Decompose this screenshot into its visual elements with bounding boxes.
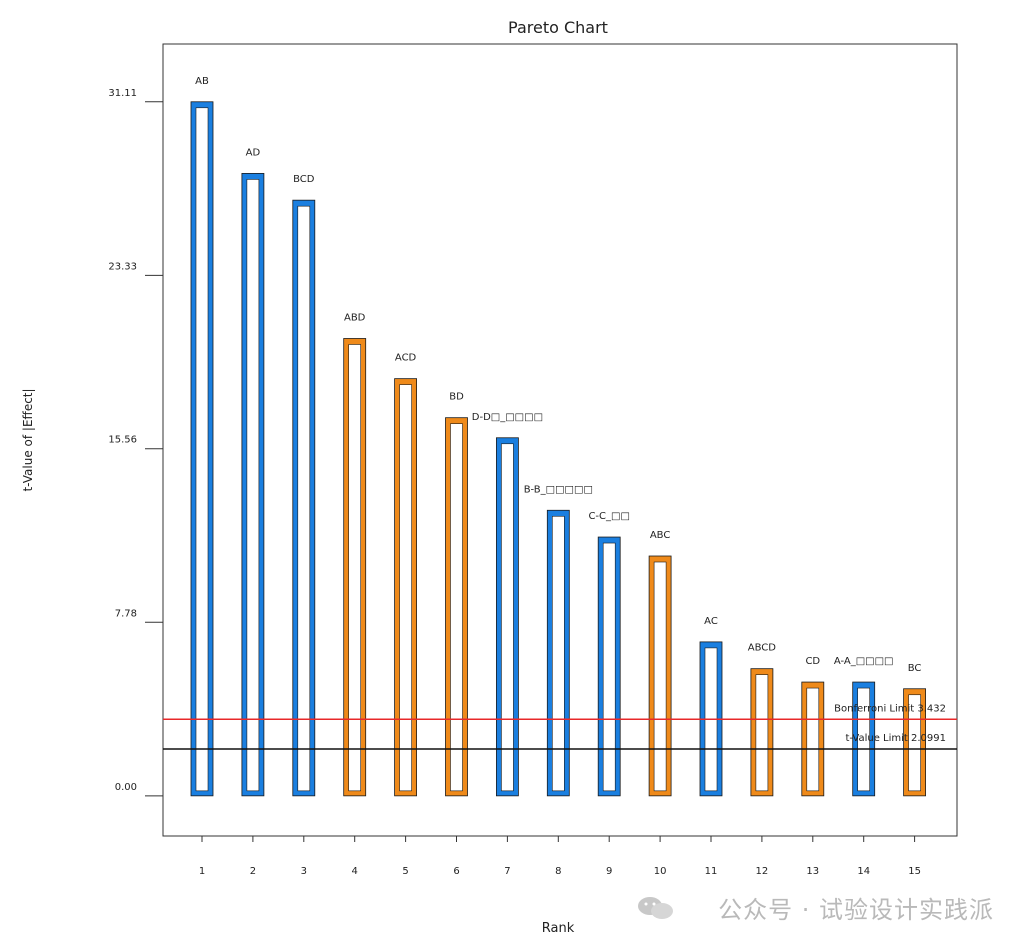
y-tick-label: 31.11 (108, 88, 137, 99)
x-tick-label: 9 (606, 866, 612, 877)
x-tick-label: 1 (199, 866, 205, 877)
limit-label: Bonferroni Limit 3.432 (834, 703, 946, 714)
x-axis-title: Rank (542, 921, 575, 936)
bar-label: ABC (650, 530, 671, 541)
x-tick-label: 4 (352, 866, 358, 877)
bar-label: BC (908, 663, 922, 674)
bar-inner (653, 561, 667, 792)
y-tick-label: 23.33 (108, 261, 137, 272)
x-tick-label: 5 (402, 866, 408, 877)
y-tick-label: 7.78 (115, 608, 137, 619)
x-tick-label: 11 (705, 866, 718, 877)
bar-label: AD (246, 147, 261, 158)
plot-area (162, 43, 958, 837)
wechat-icon (638, 897, 673, 919)
bar-label: ABCD (748, 643, 777, 654)
y-tick-label: 0.00 (115, 782, 137, 793)
bar-inner (501, 443, 514, 792)
x-tick-label: 15 (908, 866, 921, 877)
x-tick-label: 3 (301, 866, 307, 877)
x-axis: 1 2 3 4 5 6 7 8 9 10 11 12 13 14 15 (199, 836, 921, 877)
bar-label: ABD (344, 312, 366, 323)
x-tick-label: 7 (504, 866, 510, 877)
x-tick-label: 2 (250, 866, 256, 877)
limit-lines: Bonferroni Limit 3.432 t-Value Limit 2.09… (163, 703, 957, 750)
chart-title: Pareto Chart (508, 18, 608, 37)
bar-labels: AB AD BCD ABD ACD BD D-D□_□□□□ B-B_□□□□□ C-C_□□ A… (195, 76, 921, 674)
y-axis-title: t-Value of |Effect| (21, 388, 35, 491)
bar-inner (755, 674, 769, 792)
bar-label: BCD (293, 174, 315, 185)
watermark-text: 公众号 · 试验设计实践派 (718, 896, 994, 924)
bar-label: ACD (395, 353, 417, 364)
limit-label: t-Value Limit 2.0991 (845, 733, 946, 744)
x-tick-label: 14 (857, 866, 870, 877)
bar-label: C-C_□□ (588, 511, 629, 522)
x-tick-label: 12 (756, 866, 769, 877)
bar-label: AC (704, 616, 718, 627)
x-tick-label: 8 (555, 866, 561, 877)
x-tick-label: 6 (453, 866, 459, 877)
bar-inner (450, 423, 463, 792)
bar-inner (297, 205, 311, 792)
bar-inner (551, 515, 565, 792)
bar-inner (806, 687, 820, 792)
bar-inner (399, 384, 412, 792)
bar-label: B-B_□□□□□ (524, 484, 593, 495)
bar-inner (602, 542, 616, 792)
bar-label: CD (805, 656, 820, 667)
bar-inner (857, 687, 871, 792)
bar-inner (195, 107, 209, 792)
x-tick-label: 13 (806, 866, 819, 877)
x-tick-label: 10 (654, 866, 667, 877)
bar-label: A-A_□□□□ (834, 656, 894, 667)
bar-label: AB (195, 76, 209, 87)
bar-inner (246, 179, 260, 792)
y-tick-label: 15.56 (108, 435, 137, 446)
y-axis: 0.00 7.78 15.56 23.33 31.11 (108, 88, 163, 797)
bar-inner (348, 344, 362, 792)
bar-label: D-D□_□□□□ (472, 412, 543, 423)
bar-label: BD (449, 392, 464, 403)
bar-series (190, 101, 926, 797)
